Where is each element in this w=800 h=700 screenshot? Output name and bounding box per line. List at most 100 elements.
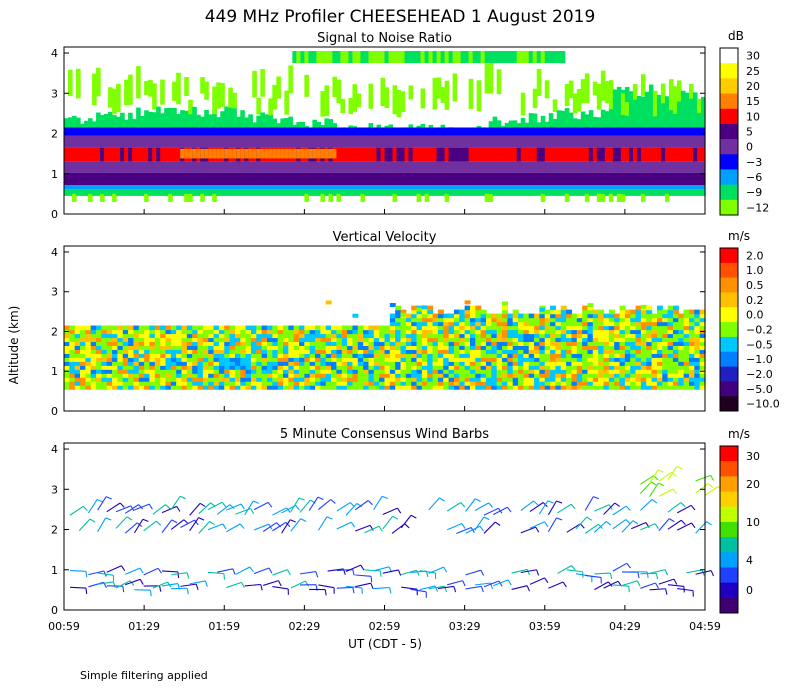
snr-cell: [256, 135, 261, 148]
vv-cell: [373, 337, 380, 343]
vv-cell: [320, 365, 327, 370]
wind-barb-flag: [129, 580, 135, 586]
vv-cell: [512, 357, 519, 362]
snr-cell: [264, 189, 269, 196]
vv-cell: [256, 349, 263, 354]
snr-cell: [572, 118, 578, 128]
colorbar-swatch: [720, 381, 738, 397]
vv-cell: [598, 373, 605, 378]
vv-cell: [395, 305, 402, 311]
vv-cell: [571, 341, 578, 346]
vv-cell: [523, 321, 530, 327]
vv-cell: [678, 313, 685, 319]
snr-cell: [476, 127, 482, 136]
vv-cell: [325, 381, 332, 386]
snr-cell: [540, 147, 546, 162]
vv-cell: [304, 345, 311, 350]
vv-cell: [341, 373, 348, 378]
snr-cell: [696, 161, 702, 173]
vv-cell: [90, 325, 97, 331]
snr-cell: [604, 135, 610, 148]
vv-cell: [352, 377, 359, 382]
vv-cell: [128, 329, 135, 335]
snr-cell: [64, 135, 69, 148]
wind-barb: [308, 496, 319, 511]
vv-cell: [496, 373, 503, 378]
vv-cell: [672, 353, 679, 358]
vv-cell: [170, 385, 177, 390]
snr-cell: [488, 147, 494, 162]
snr-cell: [152, 172, 157, 186]
vv-cell: [662, 385, 669, 390]
wind-barb: [612, 505, 627, 516]
snr-cell: [192, 172, 197, 186]
snr-cell: [256, 115, 261, 128]
vv-cell: [614, 341, 621, 346]
panel-title: 5 Minute Consensus Wind Barbs: [280, 427, 489, 442]
snr-cell: [508, 189, 514, 196]
vv-cell: [459, 309, 466, 315]
vv-cell: [154, 353, 161, 358]
colorbar-label: 0: [746, 584, 753, 597]
snr-cell: [552, 99, 558, 113]
vv-cell: [603, 365, 610, 370]
snr-cell: [264, 135, 269, 148]
snr-cell: [672, 189, 678, 196]
vv-cell: [496, 361, 503, 366]
vv-cell: [299, 357, 305, 362]
vv-cell: [523, 337, 530, 343]
snr-cell: [660, 161, 666, 173]
snr-cell: [220, 111, 225, 128]
vv-cell: [640, 365, 647, 370]
vv-cell: [197, 329, 204, 335]
vv-cell: [352, 381, 359, 386]
vv-cell: [518, 337, 524, 343]
vv-cell: [437, 345, 444, 350]
snr-cell: [416, 125, 422, 128]
vv-cell: [555, 353, 562, 358]
snr-cell: [556, 135, 562, 148]
vv-cell: [464, 321, 471, 327]
vv-cell: [373, 369, 380, 374]
snr-cell: [672, 161, 678, 173]
vv-cell: [656, 313, 663, 319]
vv-cell: [630, 373, 637, 378]
snr-cell: [388, 147, 394, 162]
vv-cell: [149, 381, 156, 386]
vv-cell: [624, 321, 631, 327]
vv-cell: [608, 361, 615, 366]
wind-barb: [355, 582, 371, 588]
vv-cell: [528, 353, 535, 358]
vv-cell: [224, 369, 231, 374]
vv-cell: [309, 365, 316, 370]
wind-barb: [134, 589, 151, 591]
snr-cell: [448, 185, 454, 190]
vv-cell: [662, 365, 669, 370]
vv-cell: [170, 333, 177, 339]
vv-cell: [555, 377, 562, 382]
vv-cell: [208, 377, 215, 382]
vv-cell: [389, 357, 396, 362]
snr-cell: [308, 172, 313, 186]
vv-cell: [598, 317, 605, 323]
vv-cell: [389, 361, 396, 366]
vv-cell: [336, 357, 343, 362]
vv-cell: [443, 353, 450, 358]
snr-cell: [512, 172, 518, 186]
vv-cell: [587, 325, 594, 331]
snr-cell: [236, 135, 241, 148]
snr-cell: [356, 135, 362, 148]
vv-cell: [437, 333, 444, 339]
vv-cell: [400, 345, 407, 350]
vv-cell: [64, 357, 70, 362]
snr-cell: [112, 193, 117, 202]
vv-cell: [475, 381, 482, 386]
snr-cell: [640, 185, 646, 190]
snr-cell: [512, 51, 518, 64]
vv-cell: [614, 365, 621, 370]
snr-cell: [320, 51, 326, 64]
wind-barb: [621, 580, 638, 587]
snr-cell: [604, 80, 610, 104]
vv-cell: [416, 321, 423, 327]
vv-cell: [640, 377, 647, 382]
